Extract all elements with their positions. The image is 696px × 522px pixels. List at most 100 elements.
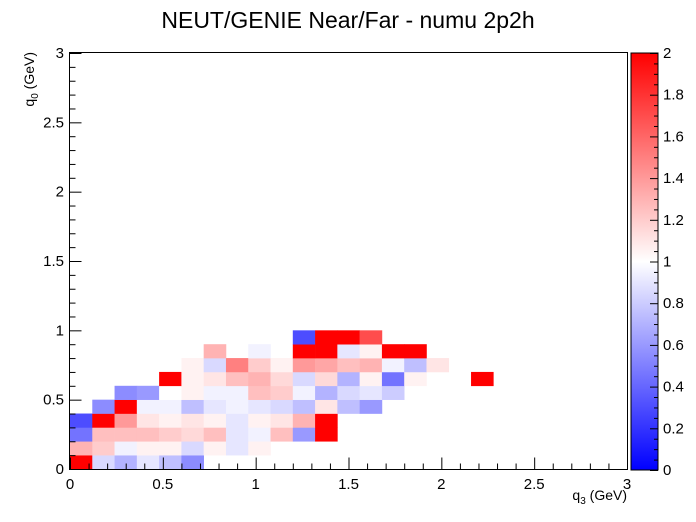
x-axis-label-unit: (GeV) bbox=[586, 487, 627, 503]
heatmap-cell bbox=[248, 358, 271, 373]
heatmap-cell bbox=[114, 441, 138, 456]
heatmap-cell bbox=[159, 441, 182, 456]
heatmap-cell bbox=[92, 455, 115, 470]
heatmap-cell bbox=[315, 427, 338, 442]
x-tick-label: 2 bbox=[437, 476, 445, 493]
heatmap-cell bbox=[359, 344, 383, 359]
heatmap-cell bbox=[203, 413, 227, 428]
y-tick-label: 2.5 bbox=[43, 114, 64, 131]
heatmap-cell bbox=[70, 413, 93, 428]
heatmap-cell bbox=[248, 385, 271, 400]
heatmap-cell bbox=[248, 344, 271, 359]
y-tick-label: 2 bbox=[56, 184, 64, 201]
heatmap-cell bbox=[92, 441, 115, 456]
heatmap-cell bbox=[315, 371, 338, 387]
heatmap-cell bbox=[203, 344, 227, 359]
heatmap-cell bbox=[181, 427, 204, 442]
y-axis-label-subscript: 0 bbox=[30, 93, 41, 99]
y-tick-label: 0.5 bbox=[43, 392, 64, 409]
heatmap-cell bbox=[136, 441, 160, 456]
heatmap-cell bbox=[337, 344, 360, 359]
heatmap-cell bbox=[337, 371, 360, 387]
heatmap-cell bbox=[381, 344, 405, 359]
y-tick-label: 1.5 bbox=[43, 253, 64, 270]
heatmap-cell bbox=[337, 330, 360, 345]
heatmap-cell bbox=[315, 385, 338, 400]
x-axis-label-subscript: 3 bbox=[580, 496, 586, 507]
heatmap-cell bbox=[471, 371, 494, 387]
y-axis-label: q0 (GeV) bbox=[21, 52, 41, 107]
heatmap-cell bbox=[225, 358, 249, 373]
heatmap-cell bbox=[359, 358, 383, 373]
y-axis: 0 0.5 1 1.5 2 2.5 3 bbox=[43, 45, 82, 478]
heatmap-cell bbox=[359, 371, 383, 387]
heatmap-cell bbox=[181, 441, 204, 456]
heatmap-cell bbox=[203, 385, 227, 400]
heatmap-cell bbox=[315, 358, 338, 373]
color-scale-tick-label: 1.4 bbox=[663, 170, 684, 187]
color-scale-tick-label: 0 bbox=[663, 462, 671, 479]
y-tick-label: 3 bbox=[56, 45, 64, 62]
color-scale-tick-label: 0.4 bbox=[663, 379, 684, 396]
heatmap-cell bbox=[114, 427, 138, 442]
heatmap-cell bbox=[248, 399, 271, 414]
heatmap-cell bbox=[70, 441, 93, 456]
heatmap-cell bbox=[248, 427, 271, 442]
heatmap-cell bbox=[92, 427, 115, 442]
heatmap-cell bbox=[203, 399, 227, 414]
heatmap-cell bbox=[381, 385, 405, 400]
heatmap-cell bbox=[181, 455, 204, 470]
heatmap-cell bbox=[114, 399, 138, 414]
x-axis-label-main: q bbox=[572, 487, 580, 503]
heatmap-cell bbox=[203, 371, 227, 387]
color-scale-tick-label: 0.6 bbox=[663, 337, 684, 354]
heatmap-cell bbox=[181, 385, 204, 400]
color-scale-tick-label: 1.2 bbox=[663, 212, 684, 229]
heatmap-cell bbox=[337, 399, 360, 414]
heatmap-cell bbox=[92, 399, 115, 414]
heatmap-cell bbox=[292, 385, 316, 400]
color-scale-tick-label: 1.8 bbox=[663, 87, 684, 104]
heatmap-cell bbox=[270, 413, 294, 428]
heatmap-cell bbox=[315, 344, 338, 359]
heatmap-cell bbox=[70, 455, 93, 470]
heatmap-cell bbox=[404, 344, 427, 359]
color-scale-tick-label: 0.2 bbox=[663, 420, 684, 437]
heatmap-cell bbox=[315, 399, 338, 414]
heatmap-cell bbox=[270, 385, 294, 400]
heatmap-cell bbox=[225, 399, 249, 414]
heatmap-cell bbox=[181, 413, 204, 428]
heatmap-cell bbox=[181, 399, 204, 414]
heatmap-cell bbox=[225, 427, 249, 442]
heatmap-cell bbox=[359, 399, 383, 414]
heatmap-cell bbox=[292, 371, 316, 387]
heatmap-cell bbox=[136, 427, 160, 442]
heatmap-cell bbox=[136, 385, 160, 400]
heatmap-cell bbox=[225, 371, 249, 387]
heatmap-cell bbox=[337, 385, 360, 400]
x-axis-label: q3 (GeV) bbox=[572, 487, 627, 507]
x-axis: 0 0.5 1 1.5 2 2.5 3 bbox=[66, 457, 631, 493]
x-tick-label: 0 bbox=[66, 476, 74, 493]
heatmap-cells bbox=[70, 330, 494, 470]
heatmap-cell bbox=[203, 441, 227, 456]
heatmap-cell bbox=[203, 358, 227, 373]
y-tick-label: 0 bbox=[56, 461, 64, 478]
heatmap-cell bbox=[426, 358, 450, 373]
heatmap-cell bbox=[381, 371, 405, 387]
heatmap-cell bbox=[292, 399, 316, 414]
heatmap-cell bbox=[225, 385, 249, 400]
heatmap-cell bbox=[292, 330, 316, 345]
heatmap-cell bbox=[159, 455, 182, 470]
heatmap-cell bbox=[248, 371, 271, 387]
x-tick-label: 0.5 bbox=[152, 476, 173, 493]
x-tick-label: 1.5 bbox=[338, 476, 359, 493]
x-tick-label: 3 bbox=[623, 476, 631, 493]
heatmap-cell bbox=[337, 358, 360, 373]
heatmap-cell bbox=[359, 330, 383, 345]
heatmap-cell bbox=[159, 427, 182, 442]
heatmap-cell bbox=[114, 385, 138, 400]
heatmap-cell bbox=[270, 427, 294, 442]
heatmap-cell bbox=[315, 330, 338, 345]
heatmap-cell bbox=[292, 427, 316, 442]
